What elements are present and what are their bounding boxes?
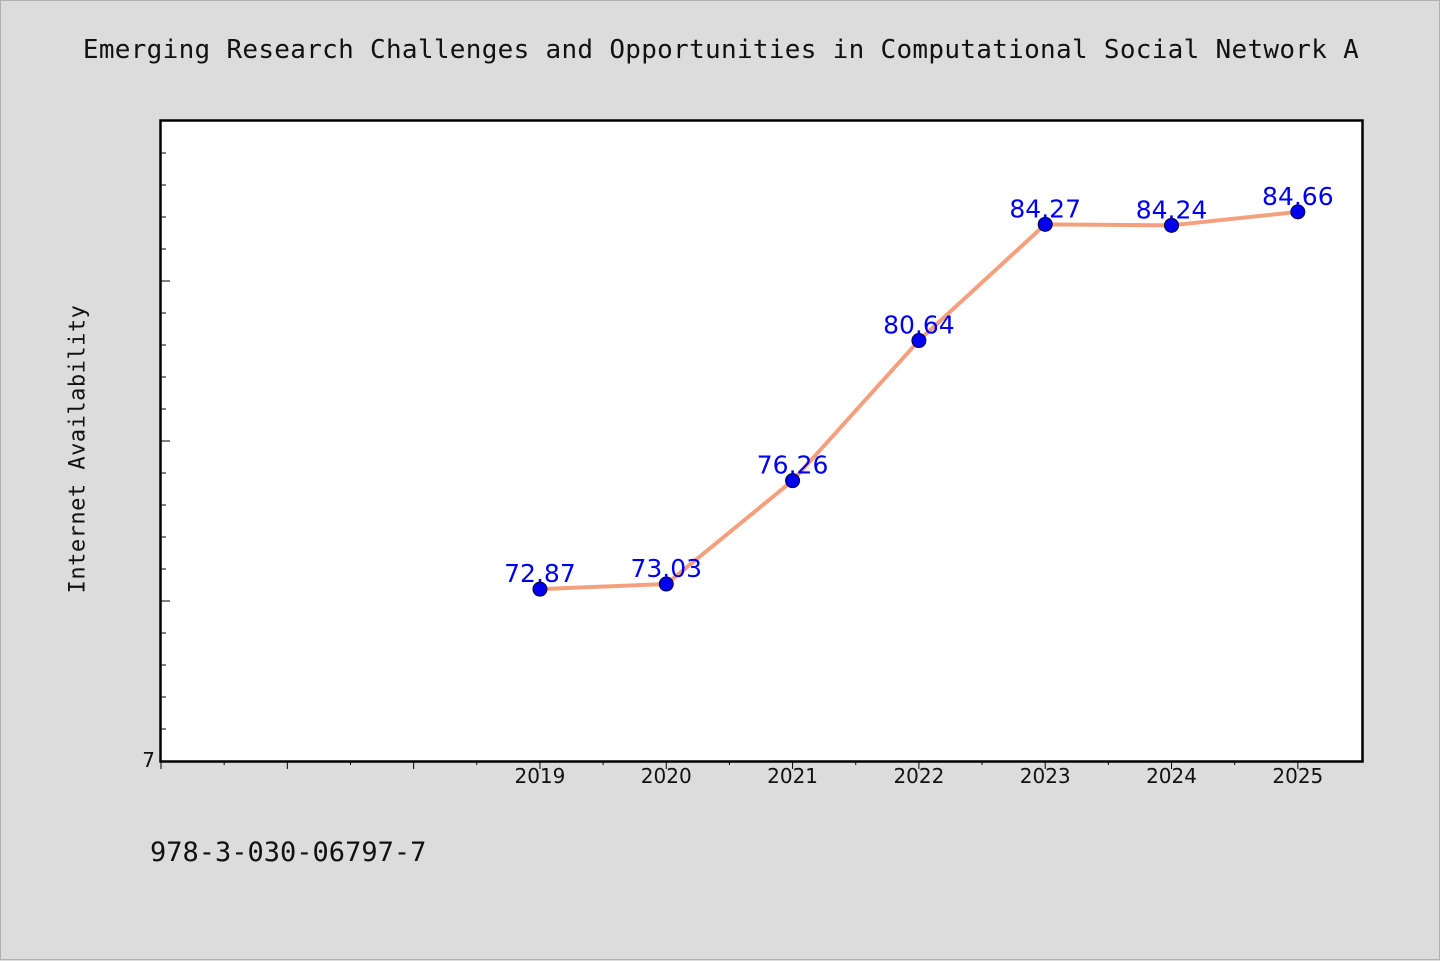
data-label: 84.24 [1136, 195, 1208, 224]
x-tick-label: 2020 [641, 764, 692, 788]
y-tick-label: 7 [142, 748, 155, 772]
x-tick-label: 2024 [1146, 764, 1197, 788]
data-point-marker [1164, 217, 1180, 233]
x-tick-label: 2022 [893, 764, 944, 788]
x-tick-label: 2023 [1020, 764, 1071, 788]
isbn-text: 978-3-030-06797-7 [150, 837, 427, 868]
series-markers [532, 204, 1306, 597]
data-point-marker [532, 581, 548, 597]
data-point-marker [1037, 216, 1053, 232]
x-tick-label: 2021 [767, 764, 818, 788]
axis-ticks: 7 2019 2020 2021 2022 2023 2024 2025 [142, 152, 1323, 788]
data-point-marker [1290, 204, 1306, 220]
data-label: 80.64 [883, 311, 955, 340]
data-labels: 72.87 73.03 76.26 80.64 84.27 84.24 84.66 [504, 182, 1333, 588]
chart-title: Emerging Research Challenges and Opportu… [82, 35, 1360, 65]
data-point-marker [911, 333, 927, 349]
data-point-marker [658, 576, 674, 592]
data-label: 84.66 [1262, 182, 1334, 211]
data-label: 72.87 [504, 559, 576, 588]
data-label: 73.03 [630, 554, 702, 583]
data-point-marker [785, 473, 801, 489]
x-tick-label: 2019 [514, 764, 565, 788]
data-label: 76.26 [757, 451, 829, 480]
x-tick-label: 2025 [1272, 764, 1323, 788]
plot-area [159, 119, 1364, 763]
data-label: 84.27 [1009, 194, 1081, 223]
